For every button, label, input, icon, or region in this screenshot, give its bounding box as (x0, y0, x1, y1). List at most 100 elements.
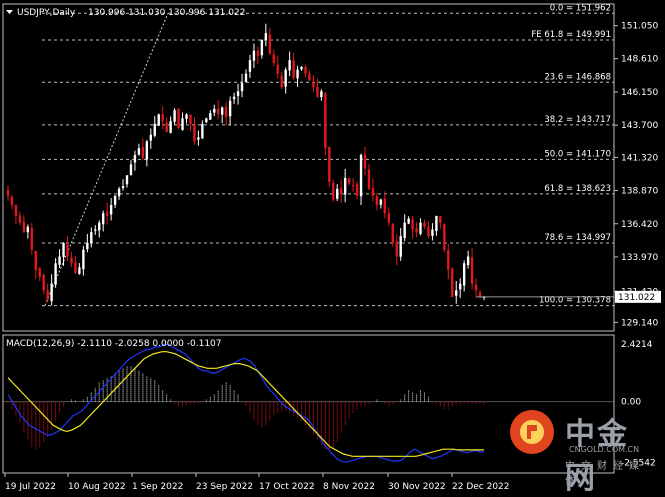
fibonacci-levels: 0.0 = 151.962 FE 61.8 = 149.991 23.6 = 146… (42, 3, 614, 307)
candle-body (304, 66, 307, 74)
candle-body (324, 93, 327, 149)
candle-body (125, 175, 129, 185)
candle-body (340, 188, 343, 195)
price-tick-label: 151.050 (621, 22, 658, 32)
candle-body (121, 186, 125, 189)
watermark-url: CNGOLD.COM.CN (569, 445, 640, 454)
fib-level-label: 50.0 = 141.170 (544, 149, 611, 159)
candle-body (185, 114, 188, 119)
candle-body (248, 60, 252, 72)
candle-body (141, 146, 145, 158)
candle-body (236, 91, 240, 96)
watermark-brand: 中金网 (565, 417, 629, 496)
time-tick-label: 17 Oct 2022 (259, 482, 315, 492)
candle-body (284, 69, 287, 87)
candle-body (355, 184, 359, 196)
time-tick-label: 8 Nov 2022 (323, 482, 375, 492)
candle-body (276, 64, 279, 74)
candle-body (296, 69, 299, 79)
candle-body (482, 296, 486, 298)
candle-body (137, 148, 141, 155)
macd-tick-label: 2.4214 (621, 340, 653, 350)
candle-body (82, 249, 85, 270)
candle-body (423, 222, 426, 227)
candle-body (117, 188, 121, 197)
candle-body (427, 226, 430, 237)
candle-body (347, 178, 351, 184)
candle-body (90, 232, 93, 244)
candle-body (197, 137, 200, 140)
candle-body (316, 87, 319, 97)
candle-body (379, 199, 383, 205)
watermark-tagline: 中文财经媒体 (565, 461, 645, 487)
candle-body (292, 60, 295, 78)
candle-body (419, 222, 422, 234)
current-price-label: 131.022 (618, 293, 655, 303)
candle-body (443, 224, 446, 250)
price-tick-label: 136.420 (621, 220, 658, 230)
candle-body (447, 250, 450, 271)
fib-level-label: FE 61.8 = 149.991 (531, 30, 611, 40)
watermark: 中金网 CNGOLD.COM.CN 中文财经媒体 (507, 405, 657, 496)
candle-body (459, 283, 462, 290)
collapse-triangle-icon[interactable] (6, 10, 13, 14)
macd-line (7, 343, 485, 463)
candle-body (50, 283, 53, 302)
candle-body (470, 257, 474, 284)
current-price-badge (615, 290, 661, 303)
candle-body (38, 268, 41, 277)
macd-header: MACD(12,26,9) -2.1110 -2.0258 0.0000 -0.… (6, 339, 222, 349)
ohlc-readout: 130.996 131.030 130.996 131.022 (88, 8, 245, 18)
candle-body (30, 228, 33, 250)
candle-body (371, 187, 375, 196)
candle-body (14, 205, 18, 216)
fib-level-label: 23.6 = 146.868 (544, 72, 611, 82)
fib-trend-line (44, 13, 169, 306)
candle-body (451, 268, 454, 298)
candle-body (173, 110, 176, 122)
candle-body (375, 196, 379, 206)
candle-body (86, 242, 89, 250)
candle-body (359, 154, 363, 197)
candle-body (22, 221, 26, 233)
candle-body (217, 108, 220, 115)
time-axis: 19 Jul 2022 10 Aug 2022 1 Sep 2022 23 Sep 2… (4, 473, 510, 492)
macd-readout: MACD(12,26,9) -2.1110 -2.0258 0.0000 -0.… (6, 339, 222, 349)
candle-body (34, 251, 37, 271)
macd-signal-line (7, 351, 485, 457)
candle-body (181, 118, 184, 130)
candle-body (54, 263, 57, 285)
candle-body (153, 123, 156, 136)
candle-body (74, 262, 77, 273)
candle-body (26, 226, 30, 233)
candle-body (268, 34, 271, 54)
fib-level-label: 0.0 = 151.962 (550, 3, 611, 13)
candle-body (133, 154, 137, 163)
candle-body (320, 91, 323, 98)
candle-body (6, 190, 10, 196)
candle-body (312, 82, 315, 88)
candle-body (145, 141, 149, 160)
chart-frame (2, 3, 615, 474)
candle-body (431, 229, 434, 236)
price-tick-label: 146.150 (621, 88, 658, 98)
candle-body (205, 118, 208, 123)
candle-body (272, 54, 275, 63)
candle-body (260, 39, 264, 56)
candle-body (66, 244, 69, 257)
candle-body (189, 114, 192, 124)
candle-body (264, 33, 268, 40)
macd-tick-label: 0.00 (621, 398, 641, 408)
candle-body (411, 219, 414, 230)
candle-body (94, 229, 97, 231)
chart-header: USDJPY,Daily 130.996 131.030 130.996 131… (6, 8, 245, 18)
candle-body (209, 112, 212, 120)
fib-level-label: 38.2 = 143.717 (544, 115, 611, 125)
candle-body (129, 164, 133, 175)
candle-body (224, 106, 228, 118)
candle-body (157, 114, 160, 126)
candle-body (18, 215, 22, 223)
time-tick-label: 23 Sep 2022 (196, 482, 253, 492)
candle-body (300, 66, 303, 70)
candle-body (46, 290, 49, 300)
